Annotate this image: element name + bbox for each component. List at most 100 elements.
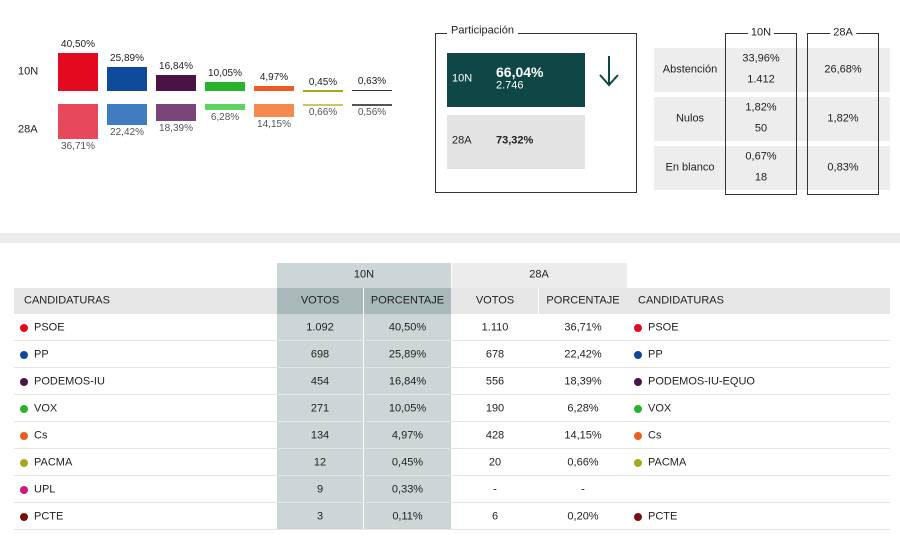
bar [58, 104, 98, 139]
bar-baseline [352, 104, 392, 106]
detail-label: Abstención [662, 63, 718, 76]
bar-baseline [58, 89, 98, 91]
table-cell: 6,28% [567, 402, 599, 414]
bar [107, 104, 147, 126]
party-name: PSOE [34, 321, 65, 333]
participation-percent: 66,04% [496, 64, 544, 80]
table-cell: 16,84% [388, 375, 427, 387]
row-divider [14, 421, 890, 422]
table-cell: 556 [485, 375, 505, 387]
detail-row [654, 48, 890, 92]
bar-baseline [156, 89, 196, 91]
table-cell: 678 [485, 348, 505, 360]
party-name: VOX [34, 402, 58, 414]
participation-label: 28A [452, 134, 472, 147]
detail-value: 26,68% [824, 63, 862, 76]
party-name: PSOE [648, 321, 679, 333]
table-cell: 18,39% [564, 375, 602, 387]
column-header: CANDIDATURAS [24, 294, 110, 307]
group-bg [452, 263, 627, 288]
bar [156, 104, 196, 122]
party-name: PODEMOS-IU [34, 375, 105, 387]
party-dot [634, 323, 642, 332]
table-cell: 0,20% [567, 510, 599, 522]
table-cell: 25,89% [388, 348, 427, 360]
bar [58, 52, 98, 91]
row-divider [14, 340, 890, 341]
value-label: 25,89% [110, 52, 144, 64]
value-label: 0,56% [357, 106, 387, 118]
row-divider [14, 475, 890, 476]
table-cell: 22,42% [564, 348, 602, 360]
column-header: VOTOS [300, 294, 340, 307]
value-label: 14,15% [257, 119, 291, 131]
table-cell: 0,66% [567, 456, 599, 468]
table-cell: 190 [485, 402, 505, 414]
party-dot [634, 512, 642, 521]
column-divider [538, 288, 539, 530]
column-header: VOTOS [475, 294, 515, 307]
table-cell: 0,45% [391, 456, 424, 468]
column-header: CANDIDATURAS [638, 294, 724, 307]
group-header: 10N [353, 268, 375, 281]
detail-value: 1,82% [745, 101, 777, 114]
party-dot [20, 323, 28, 332]
party-name: Cs [648, 429, 662, 441]
party-name: PP [648, 348, 663, 360]
bar [156, 75, 196, 91]
participation-box [447, 53, 585, 107]
bar [205, 81, 245, 91]
party-name: Cs [34, 429, 48, 441]
party-dot [20, 404, 28, 413]
detail-value: 0,83% [827, 161, 859, 174]
party-dot [20, 458, 28, 467]
detail-row [654, 146, 890, 190]
value-label: 36,71% [61, 140, 95, 152]
bar-baseline [58, 104, 98, 106]
table-cell: 12 [313, 456, 327, 468]
detail-value: 18 [754, 171, 768, 184]
participation-box [447, 115, 585, 169]
bar [254, 104, 294, 118]
party-name: VOX [648, 402, 672, 414]
table-cell: 9 [316, 483, 324, 495]
detail-value: 0,67% [745, 150, 777, 163]
header-band [14, 288, 890, 314]
detail-value: 33,96% [742, 52, 780, 65]
detail-label: En blanco [665, 161, 715, 174]
party-dot [634, 350, 642, 359]
value-label: 6,28% [210, 111, 240, 123]
decrease-arrow [599, 56, 619, 87]
group-header: 28A [529, 268, 549, 281]
bar-baseline [156, 104, 196, 106]
bar-baseline [107, 89, 147, 91]
bar-baseline [352, 89, 392, 91]
bar-baseline [205, 104, 245, 106]
row-divider [14, 394, 890, 395]
bar-baseline [205, 89, 245, 91]
table-cell: 6 [491, 510, 499, 522]
table-cell: 698 [310, 348, 330, 360]
bar-baseline [254, 89, 294, 91]
value-label: 0,63% [357, 76, 387, 88]
value-label: 22,42% [110, 127, 144, 139]
party-dot [20, 377, 28, 386]
party-dot [20, 512, 28, 521]
participation-percent: 73,32% [496, 134, 534, 147]
participation-label: 10N [452, 72, 473, 85]
bar-baseline [303, 89, 343, 91]
bar [254, 86, 294, 91]
table-cell: 271 [310, 402, 330, 414]
row-divider [14, 502, 890, 503]
table-cell: 1.110 [481, 321, 509, 333]
table-cell: 134 [310, 429, 330, 441]
column-header: PORCENTAJE [370, 294, 445, 307]
party-name: PCTE [34, 510, 64, 522]
column-frame [725, 33, 797, 195]
row-divider [14, 529, 890, 530]
table-cell: 454 [310, 375, 330, 387]
table-cell: 4,97% [391, 429, 424, 441]
table-cell: 14,15% [564, 429, 602, 441]
bar [107, 66, 147, 91]
party-name: PODEMOS-IU-EQUO [648, 375, 755, 387]
